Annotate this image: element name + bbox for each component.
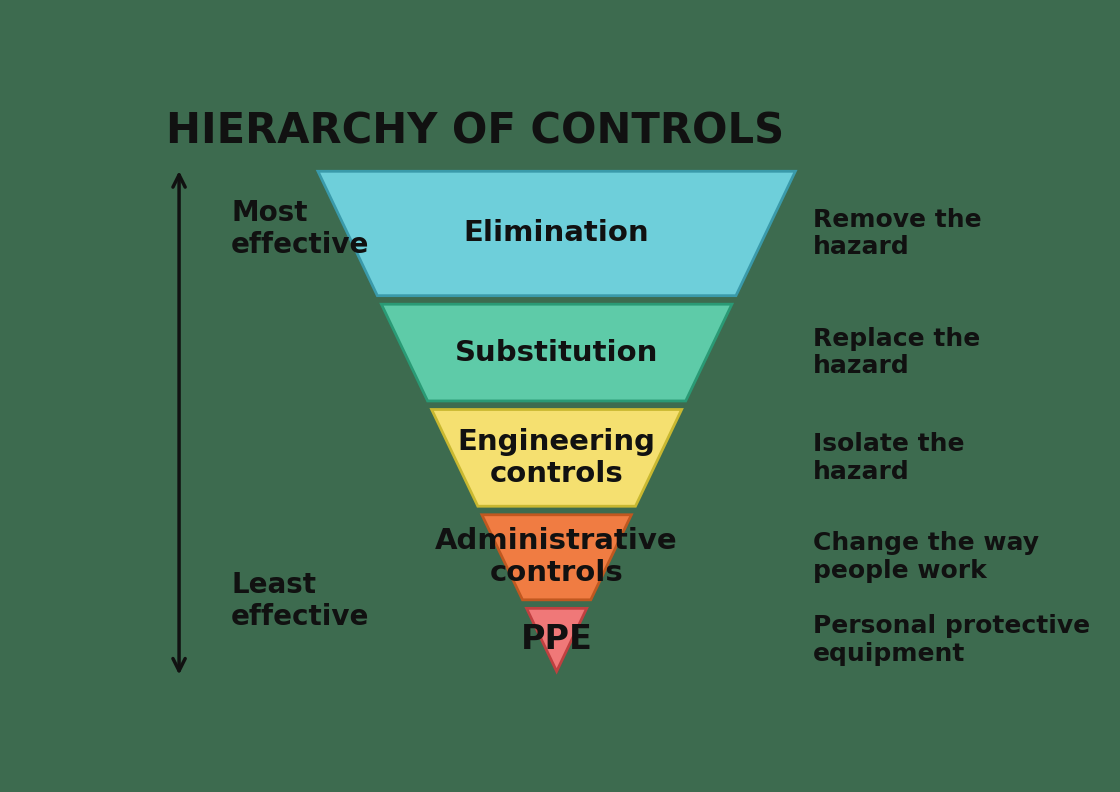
Text: Change the way
people work: Change the way people work [813, 531, 1038, 583]
Text: Isolate the
hazard: Isolate the hazard [813, 432, 964, 484]
Polygon shape [431, 409, 682, 506]
Text: Personal protective
equipment: Personal protective equipment [813, 614, 1090, 666]
Text: Engineering
controls: Engineering controls [458, 428, 655, 488]
Text: Substitution: Substitution [455, 339, 659, 367]
Polygon shape [482, 515, 632, 600]
Text: Replace the
hazard: Replace the hazard [813, 326, 980, 379]
Text: Administrative
controls: Administrative controls [436, 527, 678, 588]
Text: Elimination: Elimination [464, 219, 650, 247]
Text: Least
effective: Least effective [231, 571, 370, 631]
Text: Remove the
hazard: Remove the hazard [813, 208, 981, 259]
Polygon shape [382, 304, 731, 401]
Text: HIERARCHY OF CONTROLS: HIERARCHY OF CONTROLS [166, 110, 784, 152]
Text: Most
effective: Most effective [231, 199, 370, 259]
Text: PPE: PPE [521, 623, 592, 657]
Polygon shape [526, 608, 587, 672]
Polygon shape [318, 171, 795, 295]
